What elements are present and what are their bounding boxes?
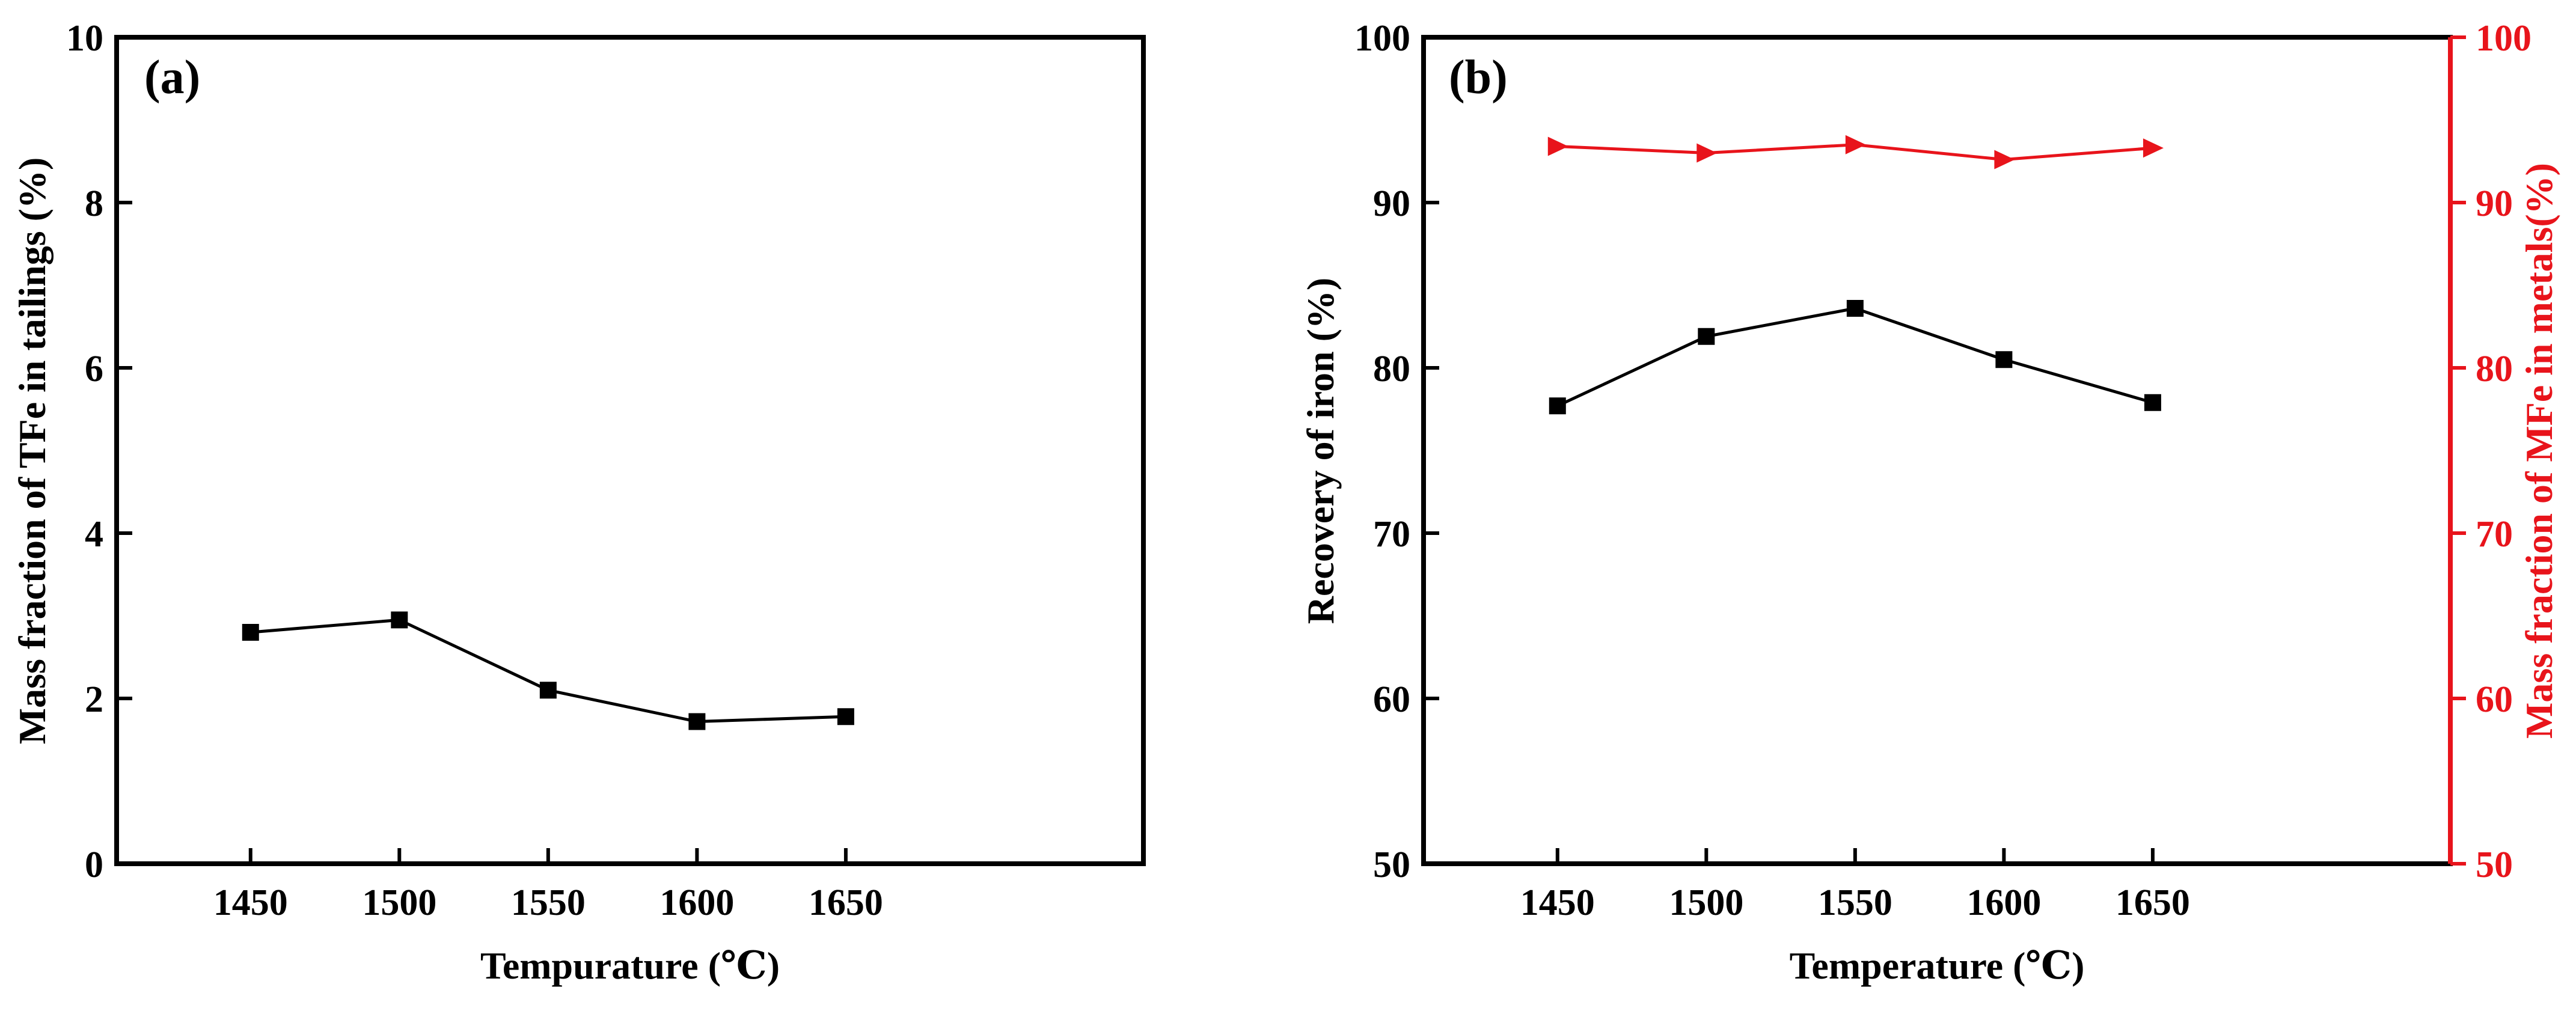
- x-ticks-b: 1450 1500 1550 1600 1650: [1520, 848, 2190, 923]
- y-tick-label: 0: [85, 845, 103, 885]
- x-tick-label: 1450: [213, 882, 288, 923]
- series-line-1: [250, 618, 846, 724]
- chart-panel-b: (b) Temperature (℃) Recovery of iron (%)…: [1299, 18, 2560, 987]
- series-group-a: [242, 611, 854, 730]
- y-axis-title-right-b: Mass fraction of MFe in metals(%): [2518, 163, 2560, 739]
- panel-label-a: (a): [144, 51, 200, 104]
- data-point: [2144, 394, 2161, 411]
- plot-frame-a: [114, 35, 1146, 866]
- x-tick-label: 1550: [511, 882, 586, 923]
- x-tick-label: 1450: [1520, 882, 1595, 923]
- y-axis-title-a: Mass fraction of TFe in tailings (%): [11, 157, 54, 745]
- data-point: [1846, 300, 1864, 317]
- y-tick-label: 6: [85, 349, 103, 389]
- data-point: [1549, 397, 1566, 415]
- x-tick-label: 1650: [809, 882, 883, 923]
- x-tick-label: 1500: [1669, 882, 1743, 923]
- data-point: [539, 682, 557, 699]
- y-right-tick-label: 70: [2476, 514, 2513, 555]
- series-group-b: [1547, 135, 2164, 415]
- y-ticks-b: 50 60 70 80 90 100: [1354, 18, 1439, 885]
- y-tick-label: 90: [1373, 183, 1410, 224]
- data-point: [837, 708, 854, 725]
- y-tick-label: 8: [85, 183, 103, 224]
- y-tick-label: 100: [1354, 18, 1410, 59]
- data-point: [688, 713, 706, 730]
- y-tick-label: 4: [85, 514, 103, 555]
- panel-label-b: (b): [1449, 51, 1508, 104]
- data-point: [2143, 138, 2164, 158]
- x-axis-title-a: Tempurature (℃): [480, 944, 780, 987]
- x-tick-label: 1600: [659, 882, 734, 923]
- data-point: [1994, 150, 2015, 170]
- chart-panel-a: (a) Tempurature (℃) Mass fraction of TFe…: [11, 18, 1146, 987]
- y-ticks-right-b: 50 60 70 80 90 100: [2450, 18, 2532, 885]
- y-right-tick-label: 90: [2476, 183, 2513, 224]
- data-point: [242, 624, 259, 641]
- plot-frame-b: [1421, 35, 2453, 866]
- x-tick-label: 1500: [362, 882, 436, 923]
- data-point: [1698, 328, 1715, 345]
- x-tick-label: 1600: [1966, 882, 2041, 923]
- y-right-tick-label: 80: [2476, 349, 2513, 389]
- x-tick-label: 1550: [1818, 882, 1892, 923]
- data-point: [1696, 143, 1718, 163]
- y-ticks-a: 0 2 4 6 8 10: [66, 18, 132, 885]
- data-point: [1845, 135, 1866, 154]
- y-right-tick-label: 100: [2476, 18, 2532, 59]
- y-right-tick-label: 60: [2476, 679, 2513, 720]
- y-right-tick-label: 50: [2476, 845, 2513, 885]
- x-axis-title-b: Temperature (℃): [1790, 944, 2085, 987]
- data-point: [1547, 136, 1568, 156]
- y-tick-label: 70: [1373, 514, 1410, 555]
- x-tick-label: 1650: [2116, 882, 2190, 923]
- x-ticks-a: 1450 1500 1550 1600 1650: [213, 848, 883, 923]
- y-tick-label: 60: [1373, 679, 1410, 720]
- data-point: [391, 611, 408, 629]
- y-tick-label: 50: [1373, 845, 1410, 885]
- y-tick-label: 2: [85, 679, 103, 720]
- y-tick-label: 80: [1373, 349, 1410, 389]
- y-axis-title-b: Recovery of iron (%): [1299, 278, 1342, 624]
- series-line-1: [1556, 307, 2153, 408]
- data-point: [1995, 351, 2013, 368]
- y-tick-label: 10: [66, 18, 103, 59]
